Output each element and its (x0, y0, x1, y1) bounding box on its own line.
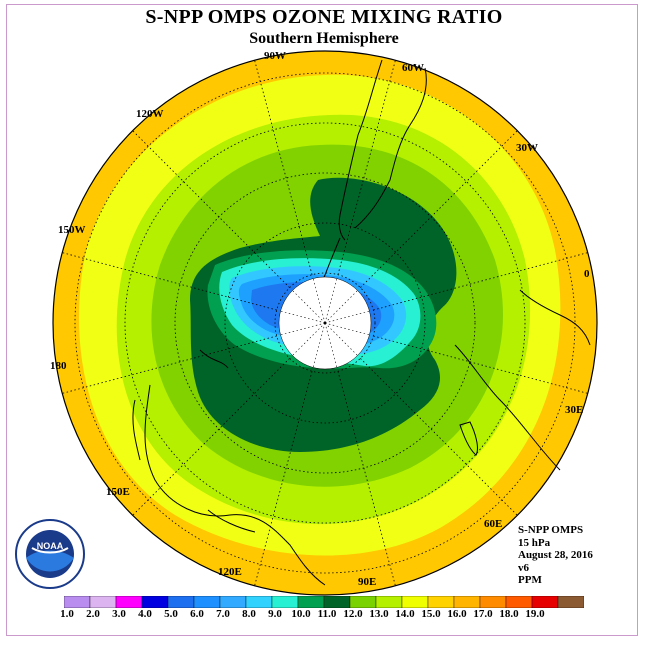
latitude-circle-50 (124, 122, 526, 524)
colorbar-tick-label: 15.0 (421, 608, 441, 620)
colorbar-tick-label: 19.0 (525, 608, 545, 620)
longitude-label-60w: 60W (402, 62, 424, 74)
colorbar-tick-label: 14.0 (395, 608, 415, 620)
meridian-line (132, 358, 290, 516)
map-subtitle: Southern Hemisphere (249, 30, 399, 47)
colorbar-tick-label: 9.0 (268, 608, 282, 620)
colorbar (64, 596, 584, 608)
info-block: S-NPP OMPS 15 hPa August 28, 2016 v6 PPM (518, 524, 593, 587)
longitude-label-180: 180 (50, 360, 67, 372)
map-title: S-NPP OMPS OZONE MIXING RATIO (145, 6, 503, 28)
colorbar-tick-label: 6.0 (190, 608, 204, 620)
longitude-label-120w: 120W (136, 108, 164, 120)
meridian-line (62, 335, 277, 394)
latitude-circle-60 (174, 172, 476, 474)
colorbar-tick-label: 10.0 (291, 608, 311, 620)
colorbar-swatch (427, 596, 455, 608)
colorbar-swatch (245, 596, 273, 608)
meridian-line (373, 335, 588, 394)
longitude-label-90e: 90E (358, 576, 377, 588)
colorbar-swatch (323, 596, 351, 608)
longitude-label-0: 0 (584, 268, 590, 280)
colorbar-swatch (557, 596, 584, 608)
colorbar-tick-label: 5.0 (164, 608, 178, 620)
meridian-line (360, 358, 518, 516)
map-outline (52, 50, 598, 596)
longitude-label-60e: 60E (484, 518, 503, 530)
graticule (62, 60, 588, 586)
latitude-circle-80 (274, 272, 376, 374)
colorbar-swatch (141, 596, 169, 608)
colorbar-swatch (64, 596, 91, 608)
frame (6, 4, 638, 636)
coastline-madagascar (459, 421, 478, 456)
coastlines (132, 59, 591, 586)
meridian-line (62, 252, 277, 311)
colorbar-swatch (219, 596, 247, 608)
longitude-label-120e: 120E (218, 566, 242, 578)
meridian-line (337, 371, 396, 586)
colorbar-tick-label: 12.0 (343, 608, 363, 620)
longitude-label-150w: 150W (58, 224, 86, 236)
colorbar-swatch (453, 596, 481, 608)
colorbar-swatch (271, 596, 299, 608)
colorbar-tick-label: 4.0 (138, 608, 152, 620)
colorbar-tick-label: 16.0 (447, 608, 467, 620)
coastline-africa (454, 289, 591, 471)
colorbar-tick-label: 17.0 (473, 608, 493, 620)
logo-text: NOAA (37, 541, 64, 551)
info-units: PPM (518, 574, 542, 586)
coastline-australia (132, 384, 326, 586)
longitude-label-30e: 30E (565, 404, 584, 416)
longitude-label-90w: 90W (264, 50, 286, 62)
latitude-circle-40 (74, 72, 576, 574)
meridian-line (132, 130, 290, 288)
colorbar-tick-label: 1.0 (60, 608, 74, 620)
colorbar-swatch (193, 596, 221, 608)
colorbar-tick-label: 3.0 (112, 608, 126, 620)
meridian-line (254, 60, 313, 275)
coastline-south-america (338, 59, 427, 241)
info-instrument: S-NPP OMPS (518, 524, 584, 536)
coastline-new-zealand (199, 349, 229, 369)
info-level: 15 hPa (518, 536, 551, 549)
colorbar-swatch (167, 596, 195, 608)
info-version: v6 (518, 561, 529, 574)
longitude-label-150e: 150E (106, 486, 130, 498)
coastline-new-guinea (207, 509, 256, 533)
colorbar-tick-label: 13.0 (369, 608, 389, 620)
meridian-line (360, 130, 518, 288)
colorbar-swatch (479, 596, 507, 608)
latitude-circle-70 (224, 222, 426, 424)
noaa-logo: NOAA (15, 519, 85, 589)
south-pole-dot (323, 321, 327, 325)
colorbar-swatch (89, 596, 117, 608)
meridian-line (373, 252, 588, 311)
colorbar-tick-label: 7.0 (216, 608, 230, 620)
colorbar-swatch (375, 596, 403, 608)
longitude-label-30w: 30W (516, 142, 538, 154)
colorbar-tick-label: 11.0 (317, 608, 337, 620)
colorbar-swatch (297, 596, 325, 608)
meridian-line (337, 60, 396, 275)
colorbar-swatch (349, 596, 377, 608)
colorbar-swatch (531, 596, 559, 608)
colorbar-tick-label: 2.0 (86, 608, 100, 620)
colorbar-tick-label: 8.0 (242, 608, 256, 620)
meridian-lines (62, 60, 588, 586)
colorbar-swatch (115, 596, 143, 608)
colorbar-swatch (505, 596, 533, 608)
meridian-line (254, 371, 313, 586)
info-date: August 28, 2016 (518, 549, 593, 561)
colorbar-swatch (401, 596, 429, 608)
colorbar-tick-label: 18.0 (499, 608, 519, 620)
